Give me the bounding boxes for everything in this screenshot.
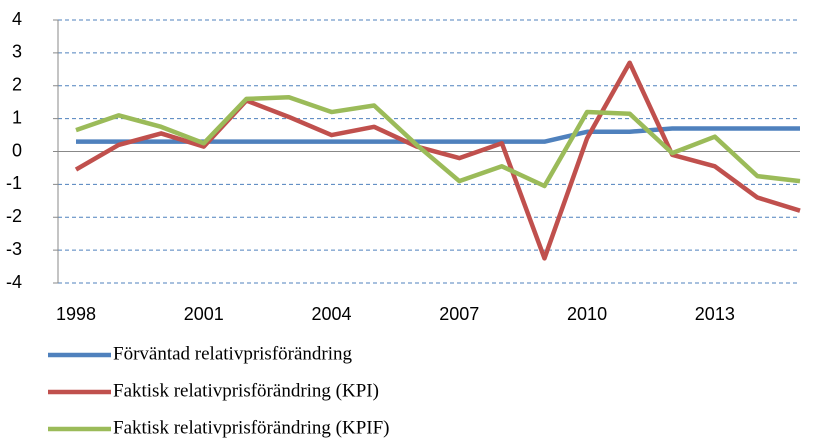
x-tick-label: 1998 bbox=[56, 304, 96, 324]
series-line bbox=[75, 95, 801, 189]
y-tick-label: 0 bbox=[12, 140, 22, 160]
legend-label: Faktisk relativprisförändring (KPIF) bbox=[113, 417, 390, 438]
x-tick-label: 2010 bbox=[567, 304, 607, 324]
x-tick-label: 2004 bbox=[312, 304, 352, 324]
y-tick-label: 2 bbox=[12, 75, 22, 95]
y-tick-label: -1 bbox=[6, 173, 22, 193]
series-line bbox=[74, 60, 801, 261]
x-tick-label: 2013 bbox=[695, 304, 735, 324]
y-tick-label: 4 bbox=[12, 9, 22, 29]
y-tick-label: 3 bbox=[12, 42, 22, 62]
legend-label: Faktisk relativprisförändring (KPI) bbox=[113, 380, 379, 401]
y-tick-label: -2 bbox=[6, 206, 22, 226]
x-tick-label: 2007 bbox=[439, 304, 479, 324]
y-tick-label: -3 bbox=[6, 239, 22, 259]
y-tick-label: -4 bbox=[6, 272, 22, 292]
x-tick-label: 2001 bbox=[184, 304, 224, 324]
y-tick-label: 1 bbox=[12, 107, 22, 127]
legend-label: Förväntad relativprisförändring bbox=[113, 343, 353, 364]
